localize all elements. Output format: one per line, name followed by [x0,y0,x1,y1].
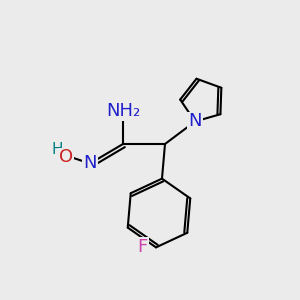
Text: N: N [83,154,97,172]
Text: H: H [51,142,63,158]
Text: N: N [188,112,202,130]
Text: F: F [137,238,148,256]
Text: NH₂: NH₂ [106,102,140,120]
Text: O: O [59,148,73,166]
